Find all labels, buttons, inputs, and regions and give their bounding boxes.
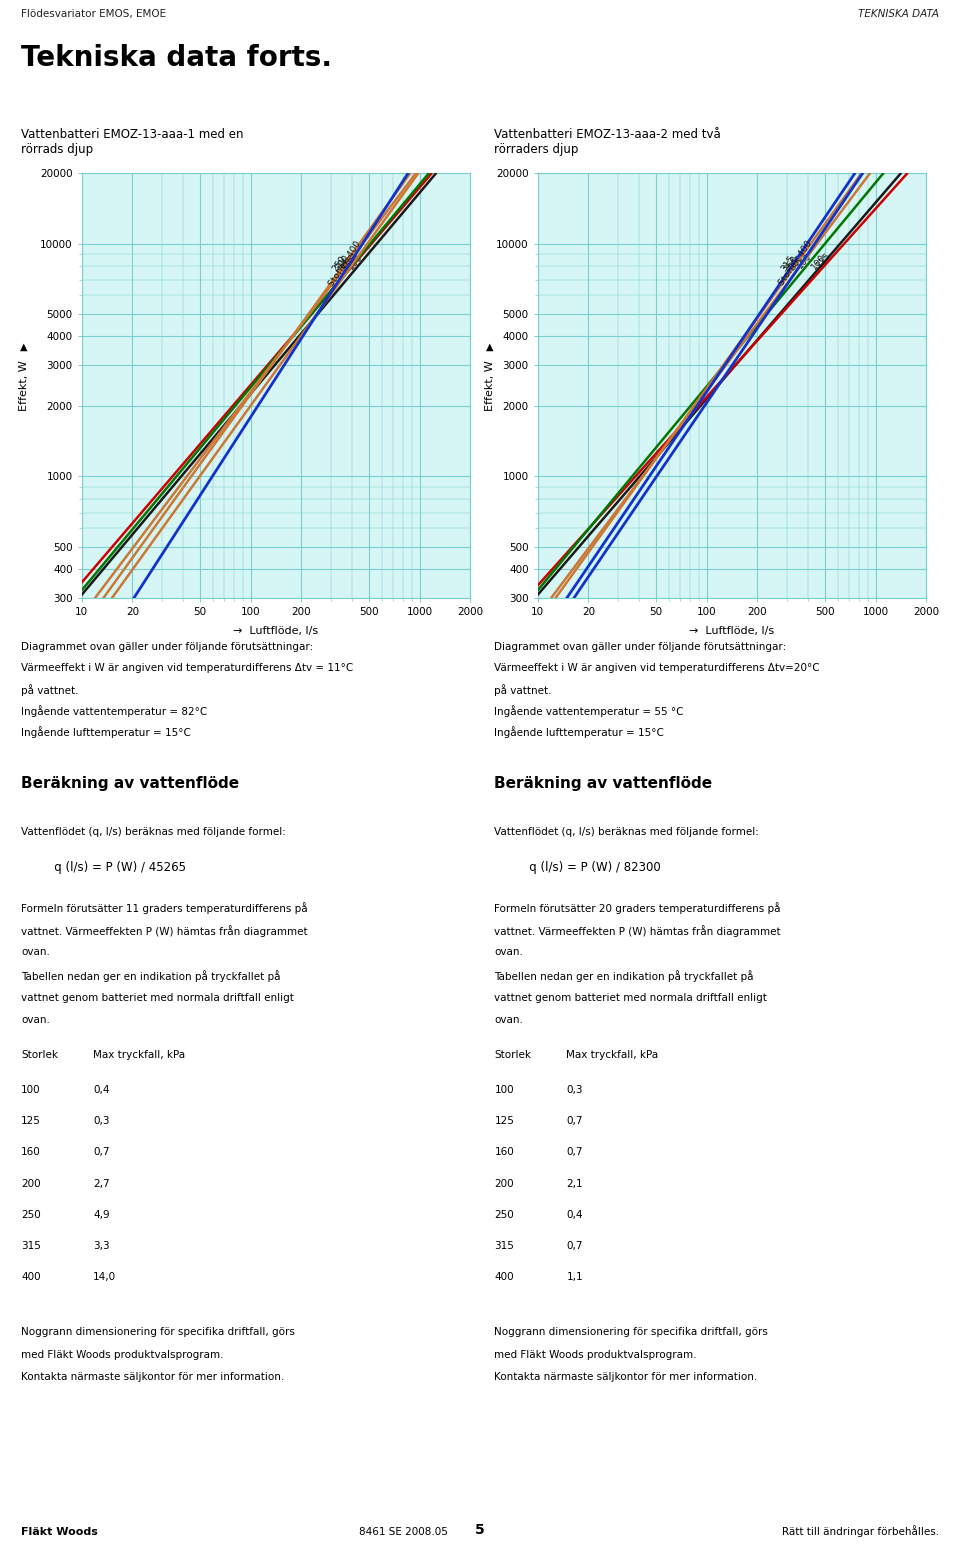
- Text: 0,3: 0,3: [566, 1086, 583, 1095]
- Text: TEKNISKA DATA: TEKNISKA DATA: [858, 8, 939, 19]
- Text: 125: 125: [343, 250, 361, 269]
- Text: med Fläkt Woods produktvalsprogram.: med Fläkt Woods produktvalsprogram.: [494, 1350, 697, 1359]
- Text: 100: 100: [494, 1086, 514, 1095]
- Text: 2,1: 2,1: [566, 1179, 583, 1189]
- Text: 315: 315: [339, 253, 356, 273]
- Text: Tabellen nedan ger en indikation på tryckfallet på: Tabellen nedan ger en indikation på tryc…: [494, 970, 754, 982]
- Text: ovan.: ovan.: [494, 1015, 523, 1025]
- Text: Ingående vattentemperatur = 55 °C: Ingående vattentemperatur = 55 °C: [494, 706, 684, 717]
- Text: 0,4: 0,4: [93, 1086, 109, 1095]
- Text: Ingående lufttemperatur = 15°C: Ingående lufttemperatur = 15°C: [494, 726, 664, 739]
- Text: på vattnet.: på vattnet.: [21, 684, 79, 697]
- Text: Rätt till ändringar förbehålles.: Rätt till ändringar förbehålles.: [781, 1525, 939, 1537]
- Text: ovan.: ovan.: [21, 1015, 50, 1025]
- Text: ▲: ▲: [20, 342, 28, 351]
- Text: q (l/s) = P (W) / 45265: q (l/s) = P (W) / 45265: [43, 862, 186, 875]
- Text: Tekniska data forts.: Tekniska data forts.: [21, 44, 332, 72]
- Text: 8461 SE 2008.05: 8461 SE 2008.05: [359, 1528, 447, 1537]
- Text: Diagrammet ovan gäller under följande förutsättningar:: Diagrammet ovan gäller under följande fö…: [21, 642, 313, 651]
- Text: 14,0: 14,0: [93, 1273, 116, 1282]
- Text: Vattenflödet (q, l/s) beräknas med följande formel:: Vattenflödet (q, l/s) beräknas med följa…: [494, 828, 759, 837]
- Text: 200: 200: [494, 1179, 514, 1189]
- Text: 0,4: 0,4: [566, 1211, 583, 1220]
- Text: 200: 200: [788, 253, 805, 273]
- Text: 200: 200: [21, 1179, 40, 1189]
- Text: 2,7: 2,7: [93, 1179, 109, 1189]
- Text: ▲: ▲: [486, 342, 493, 351]
- Text: Ingående vattentemperatur = 82°C: Ingående vattentemperatur = 82°C: [21, 706, 207, 717]
- Text: 100: 100: [347, 253, 365, 272]
- Text: Vattenbatteri EMOZ-13-aaa-1 med en
rörrads djup: Vattenbatteri EMOZ-13-aaa-1 med en rörra…: [21, 128, 244, 156]
- Text: ovan.: ovan.: [21, 948, 50, 958]
- Text: 0,7: 0,7: [93, 1148, 109, 1157]
- Text: Värmeeffekt i W är angiven vid temperaturdifferens Δtv = 11°C: Värmeeffekt i W är angiven vid temperatu…: [21, 662, 353, 673]
- Text: 315: 315: [494, 1242, 515, 1251]
- Text: Formeln förutsätter 11 graders temperaturdifferens på: Formeln förutsätter 11 graders temperatu…: [21, 903, 308, 914]
- Text: 1,1: 1,1: [566, 1273, 583, 1282]
- Text: vattnet. Värmeeffekten P (W) hämtas från diagrammet: vattnet. Värmeeffekten P (W) hämtas från…: [21, 925, 308, 937]
- Text: Storlek 400: Storlek 400: [778, 239, 814, 287]
- Text: 400: 400: [21, 1273, 40, 1282]
- Text: 400: 400: [494, 1273, 514, 1282]
- Text: 0,7: 0,7: [566, 1148, 583, 1157]
- Text: Ingående lufttemperatur = 15°C: Ingående lufttemperatur = 15°C: [21, 726, 191, 739]
- Text: Noggrann dimensionering för specifika driftfall, görs: Noggrann dimensionering för specifika dr…: [21, 1328, 295, 1337]
- Text: 250: 250: [21, 1211, 41, 1220]
- Text: 160: 160: [341, 251, 359, 270]
- Text: Storlek 400: Storlek 400: [326, 239, 363, 287]
- Text: ovan.: ovan.: [494, 948, 523, 958]
- Text: Kontakta närmaste säljkontor för mer information.: Kontakta närmaste säljkontor för mer inf…: [494, 1373, 757, 1382]
- Text: 315: 315: [21, 1242, 41, 1251]
- Text: Max tryckfall, kPa: Max tryckfall, kPa: [93, 1051, 185, 1061]
- Text: Noggrann dimensionering för specifika driftfall, görs: Noggrann dimensionering för specifika dr…: [494, 1328, 768, 1337]
- Text: 200: 200: [334, 253, 351, 273]
- Text: 0,7: 0,7: [566, 1117, 583, 1126]
- Text: 125: 125: [21, 1117, 41, 1126]
- Text: Fläkt Woods: Fläkt Woods: [21, 1528, 98, 1537]
- Text: Storlek: Storlek: [494, 1051, 532, 1061]
- Text: 250: 250: [494, 1211, 515, 1220]
- Text: →  Luftflöde, l/s: → Luftflöde, l/s: [233, 626, 319, 636]
- Text: vattnet. Värmeeffekten P (W) hämtas från diagrammet: vattnet. Värmeeffekten P (W) hämtas från…: [494, 925, 781, 937]
- Text: vattnet genom batteriet med normala driftfall enligt: vattnet genom batteriet med normala drif…: [494, 993, 767, 1003]
- Text: 250: 250: [331, 253, 348, 273]
- Text: 250: 250: [782, 253, 800, 273]
- Text: Kontakta närmaste säljkontor för mer information.: Kontakta närmaste säljkontor för mer inf…: [21, 1373, 284, 1382]
- Text: →  Luftflöde, l/s: → Luftflöde, l/s: [689, 626, 775, 636]
- Text: Effekt, W: Effekt, W: [485, 361, 494, 411]
- Text: Max tryckfall, kPa: Max tryckfall, kPa: [566, 1051, 659, 1061]
- Text: Effekt, W: Effekt, W: [19, 361, 29, 411]
- Text: Beräkning av vattenflöde: Beräkning av vattenflöde: [21, 776, 239, 790]
- Text: Formeln förutsätter 20 graders temperaturdifferens på: Formeln förutsätter 20 graders temperatu…: [494, 903, 780, 914]
- Text: q (l/s) = P (W) / 82300: q (l/s) = P (W) / 82300: [518, 862, 661, 875]
- Text: 100: 100: [21, 1086, 40, 1095]
- Text: 5: 5: [475, 1523, 485, 1537]
- Text: 160: 160: [494, 1148, 515, 1157]
- Text: 160: 160: [796, 251, 813, 270]
- Text: Storlek: Storlek: [21, 1051, 59, 1061]
- Text: 0,3: 0,3: [93, 1117, 109, 1126]
- Text: på vattnet.: på vattnet.: [494, 684, 552, 697]
- Text: med Fläkt Woods produktvalsprogram.: med Fläkt Woods produktvalsprogram.: [21, 1350, 224, 1359]
- Text: 100: 100: [809, 253, 828, 272]
- Text: Diagrammet ovan gäller under följande förutsättningar:: Diagrammet ovan gäller under följande fö…: [494, 642, 786, 651]
- Text: 125: 125: [814, 250, 832, 269]
- Text: Vattenflödet (q, l/s) beräknas med följande formel:: Vattenflödet (q, l/s) beräknas med följa…: [21, 828, 286, 837]
- Text: 0,7: 0,7: [566, 1242, 583, 1251]
- Text: 125: 125: [494, 1117, 515, 1126]
- Text: Tabellen nedan ger en indikation på tryckfallet på: Tabellen nedan ger en indikation på tryc…: [21, 970, 280, 982]
- Text: vattnet genom batteriet med normala driftfall enligt: vattnet genom batteriet med normala drif…: [21, 993, 294, 1003]
- Text: 315: 315: [780, 253, 797, 273]
- Text: Vattenbatteri EMOZ-13-aaa-2 med två
rörraders djup: Vattenbatteri EMOZ-13-aaa-2 med två rörr…: [494, 128, 721, 156]
- Text: 160: 160: [21, 1148, 41, 1157]
- Text: Värmeeffekt i W är angiven vid temperaturdifferens Δtv=20°C: Värmeeffekt i W är angiven vid temperatu…: [494, 662, 820, 673]
- Text: Beräkning av vattenflöde: Beräkning av vattenflöde: [494, 776, 712, 790]
- Text: 3,3: 3,3: [93, 1242, 109, 1251]
- Text: Flödesvariator EMOS, EMOE: Flödesvariator EMOS, EMOE: [21, 8, 166, 19]
- Text: 4,9: 4,9: [93, 1211, 109, 1220]
